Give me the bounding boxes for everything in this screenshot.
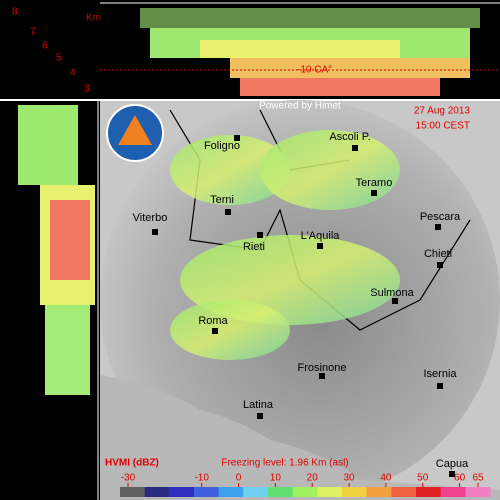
- colorbar-swatch: [342, 487, 368, 497]
- city-label: Ascoli P.: [329, 131, 370, 143]
- colorbar-swatch: [218, 487, 244, 497]
- city-marker: [319, 373, 325, 379]
- colorbar: -30 -10 0 10 20 30 40 50 60 65: [120, 473, 491, 497]
- height-label: 7: [30, 27, 36, 38]
- city-label: Pescara: [420, 211, 461, 223]
- colorbar-swatch: [169, 487, 195, 497]
- city-marker: [437, 262, 443, 268]
- colorbar-swatch: [144, 487, 170, 497]
- product-label: HVMI (dBZ): [105, 458, 159, 469]
- colorbar-tick-label: 60: [454, 473, 466, 484]
- city-label: Foligno: [204, 140, 240, 152]
- colorbar-swatch: [416, 487, 442, 497]
- city-label: Isernia: [423, 368, 457, 380]
- colorbar-tick-label: 30: [343, 473, 355, 484]
- city-marker: [437, 383, 443, 389]
- city-label: L'Aquila: [301, 230, 341, 242]
- colorbar-tick-label: -30: [121, 473, 136, 484]
- colorbar-swatch: [194, 487, 220, 497]
- colorbar-swatch: [465, 487, 491, 497]
- colorbar-swatch: [292, 487, 318, 497]
- city-marker: [352, 145, 358, 151]
- city-marker: [392, 298, 398, 304]
- colorbar-swatch: [120, 487, 146, 497]
- left-panel: [18, 100, 99, 500]
- city-marker: [225, 209, 231, 215]
- colorbar-swatch: [268, 487, 294, 497]
- height-label: 6: [42, 41, 48, 52]
- height-label: 3: [84, 84, 90, 95]
- city-label: Sulmona: [370, 287, 414, 299]
- colorbar-swatch: [391, 487, 417, 497]
- credit: Powered by Himet: [259, 101, 341, 112]
- height-label: 4: [70, 68, 76, 79]
- city-label: Frosinone: [298, 362, 347, 374]
- height-label: 8: [12, 7, 18, 18]
- colorbar-swatch: [366, 487, 392, 497]
- city-label: Latina: [243, 399, 274, 411]
- city-marker: [257, 232, 263, 238]
- city-marker: [234, 135, 240, 141]
- freezing-level: Freezing level: 1.96 Km (asl): [221, 458, 348, 469]
- isotherm-label: -10 CA°: [297, 65, 332, 76]
- city-label: Teramo: [356, 177, 393, 189]
- colorbar-tick-label: 40: [380, 473, 392, 484]
- city-marker: [317, 243, 323, 249]
- city-label: Terni: [210, 194, 234, 206]
- colorbar-tick-label: -10: [194, 473, 209, 484]
- colorbar-tick-label: 20: [307, 473, 319, 484]
- date: 27 Aug 2013: [414, 106, 471, 117]
- height-label: 5: [56, 53, 62, 64]
- colorbar-swatch: [243, 487, 269, 497]
- colorbar-swatch: [317, 487, 343, 497]
- city-marker: [152, 229, 158, 235]
- colorbar-tick-label: 65: [472, 473, 484, 484]
- city-marker: [212, 328, 218, 334]
- map: [100, 100, 500, 500]
- time: 15:00 CEST: [416, 121, 470, 132]
- colorbar-tick-label: 50: [417, 473, 429, 484]
- city-label: Capua: [436, 458, 469, 470]
- colorbar-tick-label: 10: [270, 473, 282, 484]
- city-label: Chieti: [424, 248, 452, 260]
- city-label: Rieti: [243, 241, 265, 253]
- top-panel: [100, 2, 500, 96]
- city-marker: [435, 224, 441, 230]
- city-label: Roma: [198, 315, 228, 327]
- colorbar-swatch: [440, 487, 466, 497]
- colorbar-tick-label: 0: [236, 473, 242, 484]
- city-label: Viterbo: [133, 212, 168, 224]
- city-marker: [257, 413, 263, 419]
- city-marker: [449, 471, 455, 477]
- height-unit: Km: [86, 13, 101, 24]
- city-marker: [371, 190, 377, 196]
